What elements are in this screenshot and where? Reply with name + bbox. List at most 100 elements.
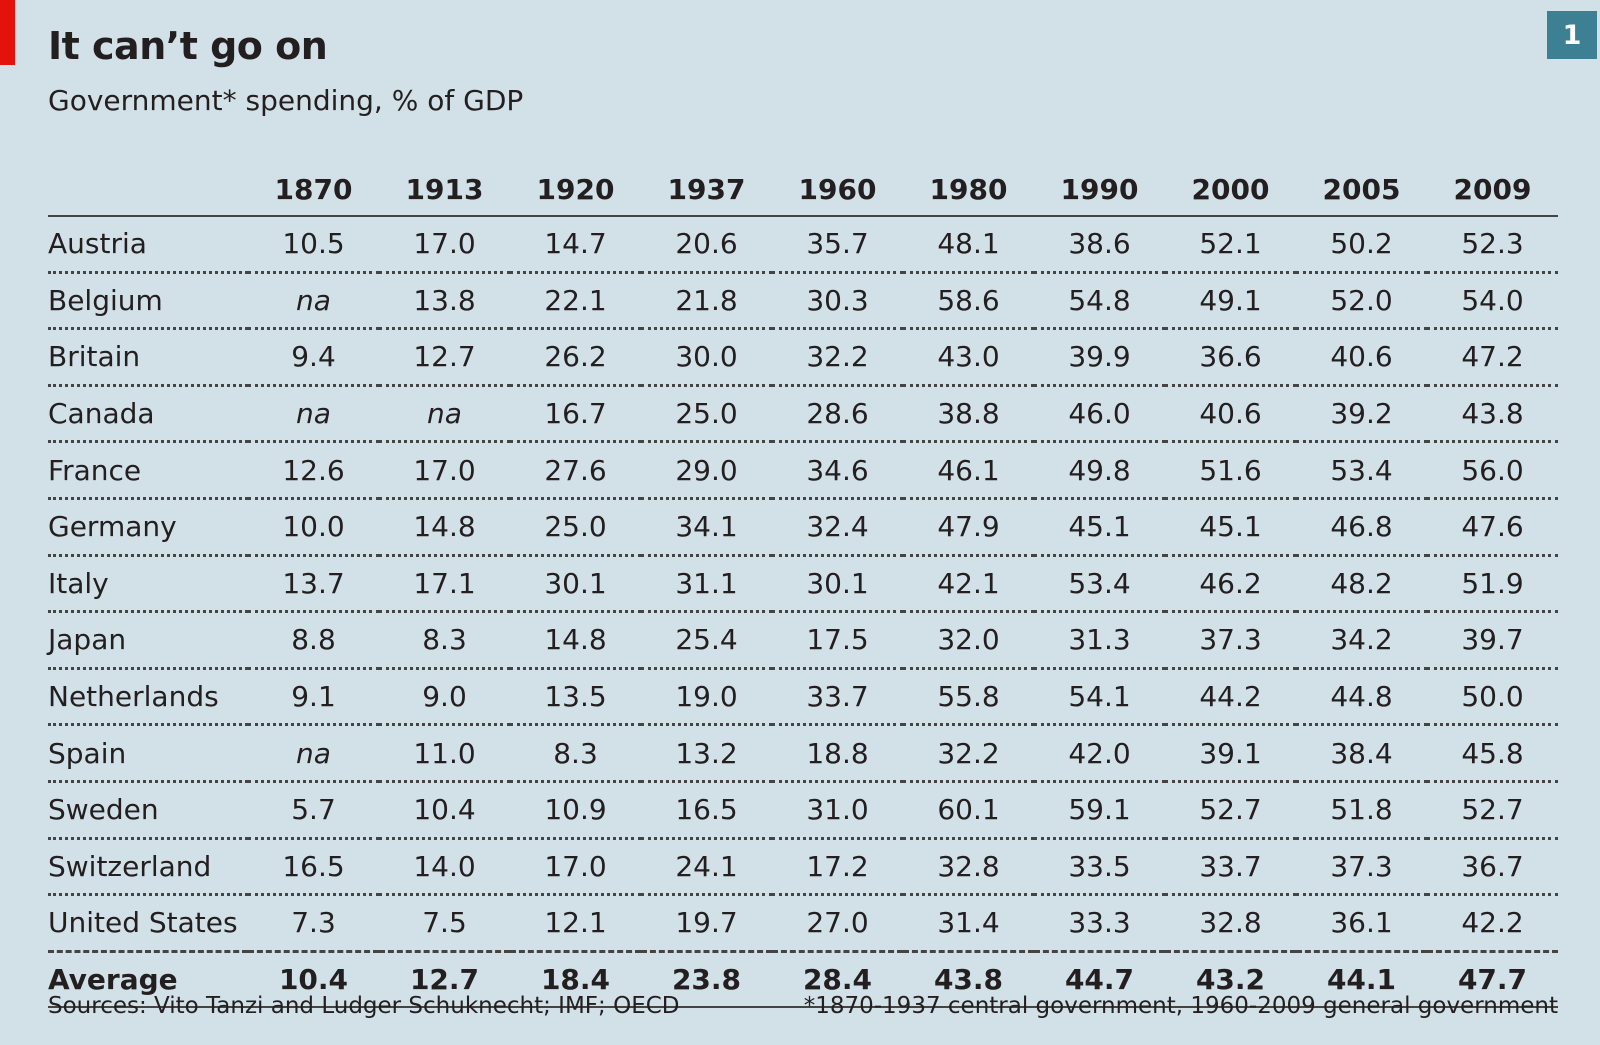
table-cell: 8.8 bbox=[248, 611, 379, 670]
table-cell: 50.0 bbox=[1427, 668, 1558, 727]
table-cell: 16.5 bbox=[248, 838, 379, 897]
table-cell: 34.6 bbox=[772, 441, 903, 500]
table-cell: 46.1 bbox=[903, 441, 1034, 500]
column-header: 1920 bbox=[510, 163, 641, 217]
table-row: Spain na 11.0 8.3 13.2 18.8 32.2 42.0 39.1 38.4 45… bbox=[48, 724, 1558, 783]
table-cell: 37.3 bbox=[1165, 611, 1296, 670]
table-cell: 5.7 bbox=[248, 781, 379, 840]
table-cell: 51.8 bbox=[1296, 781, 1427, 840]
header-corner bbox=[48, 163, 248, 217]
table-cell: na bbox=[248, 385, 379, 444]
row-label: France bbox=[48, 441, 248, 500]
table-row: Austria 10.5 17.0 14.7 20.6 35.7 48.1 38.6 52.1 5… bbox=[48, 216, 1558, 274]
row-label: Italy bbox=[48, 555, 248, 614]
table-cell: 7.3 bbox=[248, 894, 379, 953]
table-cell: 32.4 bbox=[772, 498, 903, 557]
table-cell: 38.8 bbox=[903, 385, 1034, 444]
row-label: Canada bbox=[48, 385, 248, 444]
chart-title: It can’t go on bbox=[48, 24, 328, 68]
table-cell: 13.7 bbox=[248, 555, 379, 614]
table-cell: 30.3 bbox=[772, 272, 903, 331]
table-cell: 55.8 bbox=[903, 668, 1034, 727]
row-label: Switzerland bbox=[48, 838, 248, 897]
table-cell: 39.1 bbox=[1165, 724, 1296, 783]
table-cell: 12.7 bbox=[379, 951, 510, 1009]
table-cell: 21.8 bbox=[641, 272, 772, 331]
table-cell: 60.1 bbox=[903, 781, 1034, 840]
header-row: 1870 1913 1920 1937 1960 1980 1990 2000 2005 2009 bbox=[48, 163, 1558, 217]
table-cell: 53.4 bbox=[1034, 555, 1165, 614]
table-cell: 33.7 bbox=[772, 668, 903, 727]
chart-number-badge: 1 bbox=[1547, 11, 1597, 59]
row-label: Belgium bbox=[48, 272, 248, 331]
table-cell: 12.7 bbox=[379, 328, 510, 387]
table-row: Switzerland 16.5 14.0 17.0 24.1 17.2 32.8 33.5 3… bbox=[48, 838, 1558, 897]
table-body: Austria 10.5 17.0 14.7 20.6 35.7 48.1 38.6 52.1 5… bbox=[48, 216, 1558, 953]
table-cell: 12.6 bbox=[248, 441, 379, 500]
table-cell: 17.1 bbox=[379, 555, 510, 614]
table-cell: 18.4 bbox=[510, 951, 641, 1009]
table-cell: 44.1 bbox=[1296, 951, 1427, 1009]
table-cell: 47.9 bbox=[903, 498, 1034, 557]
table-cell: 32.2 bbox=[903, 724, 1034, 783]
table-cell: 8.3 bbox=[379, 611, 510, 670]
table-cell: 33.7 bbox=[1165, 838, 1296, 897]
average-row: Average 10.4 12.7 18.4 23.8 28.4 43.8 44.7 43.2 4… bbox=[48, 951, 1558, 1009]
table-cell: 14.8 bbox=[510, 611, 641, 670]
table-cell: 52.7 bbox=[1165, 781, 1296, 840]
red-tag-marker bbox=[0, 0, 15, 65]
column-header: 1990 bbox=[1034, 163, 1165, 217]
table-cell: 52.3 bbox=[1427, 216, 1558, 274]
table-cell: 31.3 bbox=[1034, 611, 1165, 670]
table-cell: na bbox=[379, 385, 510, 444]
table-cell: 10.0 bbox=[248, 498, 379, 557]
table-cell: 51.9 bbox=[1427, 555, 1558, 614]
table-cell: 36.1 bbox=[1296, 894, 1427, 953]
table-cell: 39.2 bbox=[1296, 385, 1427, 444]
table-cell: 45.1 bbox=[1165, 498, 1296, 557]
table-cell: 33.3 bbox=[1034, 894, 1165, 953]
table-row: Sweden 5.7 10.4 10.9 16.5 31.0 60.1 59.1 52.7 51.… bbox=[48, 781, 1558, 840]
table-cell: 39.9 bbox=[1034, 328, 1165, 387]
row-label: Austria bbox=[48, 216, 248, 274]
table-cell: 54.0 bbox=[1427, 272, 1558, 331]
table-cell: 9.1 bbox=[248, 668, 379, 727]
table-cell: 45.1 bbox=[1034, 498, 1165, 557]
table-cell: 23.8 bbox=[641, 951, 772, 1009]
table-cell: 20.6 bbox=[641, 216, 772, 274]
table-cell: na bbox=[248, 724, 379, 783]
table-cell: 46.2 bbox=[1165, 555, 1296, 614]
table-cell: 36.7 bbox=[1427, 838, 1558, 897]
table-cell: 42.2 bbox=[1427, 894, 1558, 953]
table-cell: 32.8 bbox=[1165, 894, 1296, 953]
column-header: 1960 bbox=[772, 163, 903, 217]
table-row: Netherlands 9.1 9.0 13.5 19.0 33.7 55.8 54.1 44.… bbox=[48, 668, 1558, 727]
chart-subtitle: Government* spending, % of GDP bbox=[48, 84, 524, 117]
table-cell: 12.1 bbox=[510, 894, 641, 953]
table-cell: 52.0 bbox=[1296, 272, 1427, 331]
table-cell: 31.0 bbox=[772, 781, 903, 840]
table-row: Japan 8.8 8.3 14.8 25.4 17.5 32.0 31.3 37.3 34.2 3… bbox=[48, 611, 1558, 670]
table-row: France 12.6 17.0 27.6 29.0 34.6 46.1 49.8 51.6 53… bbox=[48, 441, 1558, 500]
table-cell: 14.8 bbox=[379, 498, 510, 557]
row-label: Average bbox=[48, 951, 248, 1009]
table-cell: 11.0 bbox=[379, 724, 510, 783]
table-cell: 13.2 bbox=[641, 724, 772, 783]
table-cell: 40.6 bbox=[1296, 328, 1427, 387]
table-cell: 22.1 bbox=[510, 272, 641, 331]
column-header: 1870 bbox=[248, 163, 379, 217]
table-cell: 34.1 bbox=[641, 498, 772, 557]
table-cell: 31.1 bbox=[641, 555, 772, 614]
table-cell: 43.8 bbox=[1427, 385, 1558, 444]
table-cell: 19.7 bbox=[641, 894, 772, 953]
table-cell: 13.8 bbox=[379, 272, 510, 331]
table-cell: 53.4 bbox=[1296, 441, 1427, 500]
table-cell: 48.1 bbox=[903, 216, 1034, 274]
table-cell: 27.0 bbox=[772, 894, 903, 953]
column-header: 1980 bbox=[903, 163, 1034, 217]
table-cell: 42.1 bbox=[903, 555, 1034, 614]
table-cell: 43.2 bbox=[1165, 951, 1296, 1009]
row-label: United States bbox=[48, 894, 248, 953]
table-cell: 58.6 bbox=[903, 272, 1034, 331]
table-cell: 24.1 bbox=[641, 838, 772, 897]
